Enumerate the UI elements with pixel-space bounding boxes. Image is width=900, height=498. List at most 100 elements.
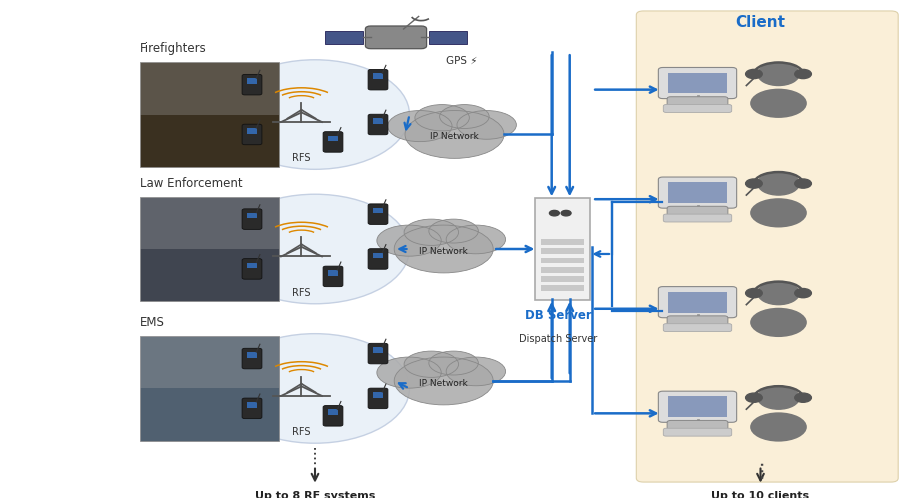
Ellipse shape	[388, 111, 452, 141]
FancyBboxPatch shape	[373, 252, 383, 258]
Circle shape	[795, 288, 812, 298]
FancyBboxPatch shape	[373, 118, 383, 124]
Text: RFS: RFS	[292, 288, 310, 298]
FancyBboxPatch shape	[247, 78, 257, 84]
Ellipse shape	[220, 60, 410, 169]
Ellipse shape	[751, 198, 807, 228]
Ellipse shape	[446, 357, 506, 386]
FancyBboxPatch shape	[368, 204, 388, 225]
Circle shape	[745, 69, 762, 79]
FancyBboxPatch shape	[140, 197, 279, 249]
FancyBboxPatch shape	[247, 402, 257, 407]
Text: Dispatch Server: Dispatch Server	[519, 334, 597, 344]
FancyBboxPatch shape	[373, 208, 383, 213]
FancyBboxPatch shape	[668, 396, 727, 417]
FancyBboxPatch shape	[667, 420, 728, 430]
FancyBboxPatch shape	[663, 324, 732, 332]
FancyBboxPatch shape	[663, 214, 732, 222]
Ellipse shape	[751, 308, 807, 337]
FancyBboxPatch shape	[368, 114, 388, 135]
FancyBboxPatch shape	[140, 336, 279, 388]
FancyBboxPatch shape	[659, 391, 736, 422]
FancyBboxPatch shape	[668, 292, 727, 313]
FancyBboxPatch shape	[328, 270, 338, 275]
Circle shape	[758, 172, 799, 195]
Text: Firefighters: Firefighters	[140, 42, 206, 55]
FancyBboxPatch shape	[247, 213, 257, 218]
FancyBboxPatch shape	[663, 428, 732, 436]
FancyBboxPatch shape	[247, 262, 257, 268]
Ellipse shape	[429, 351, 479, 375]
FancyBboxPatch shape	[667, 206, 728, 216]
FancyBboxPatch shape	[542, 257, 584, 263]
Circle shape	[795, 393, 812, 402]
Text: IP Network: IP Network	[419, 379, 468, 388]
FancyBboxPatch shape	[328, 409, 338, 415]
FancyBboxPatch shape	[667, 97, 728, 107]
Ellipse shape	[220, 194, 410, 304]
FancyBboxPatch shape	[542, 266, 584, 272]
Text: ⋯: ⋯	[751, 458, 770, 478]
FancyBboxPatch shape	[328, 135, 338, 141]
Ellipse shape	[404, 219, 459, 246]
FancyBboxPatch shape	[326, 31, 364, 44]
FancyBboxPatch shape	[323, 131, 343, 152]
Circle shape	[549, 211, 560, 216]
FancyBboxPatch shape	[542, 276, 584, 282]
FancyBboxPatch shape	[368, 343, 388, 364]
FancyBboxPatch shape	[242, 209, 262, 230]
Circle shape	[758, 62, 799, 86]
Text: IP Network: IP Network	[430, 132, 479, 141]
Ellipse shape	[405, 111, 504, 158]
FancyBboxPatch shape	[365, 26, 427, 49]
Ellipse shape	[394, 225, 493, 273]
Ellipse shape	[751, 412, 807, 442]
FancyBboxPatch shape	[242, 348, 262, 369]
Ellipse shape	[429, 219, 479, 243]
FancyBboxPatch shape	[667, 316, 728, 326]
FancyBboxPatch shape	[368, 69, 388, 90]
Ellipse shape	[446, 225, 506, 254]
Ellipse shape	[394, 357, 493, 405]
Circle shape	[795, 179, 812, 188]
FancyBboxPatch shape	[636, 11, 898, 482]
FancyBboxPatch shape	[323, 266, 343, 287]
Ellipse shape	[415, 105, 470, 131]
Circle shape	[758, 386, 799, 409]
FancyBboxPatch shape	[663, 105, 732, 113]
Circle shape	[562, 211, 572, 216]
FancyBboxPatch shape	[242, 124, 262, 145]
FancyBboxPatch shape	[242, 398, 262, 419]
Circle shape	[745, 393, 762, 402]
FancyBboxPatch shape	[668, 182, 727, 203]
Ellipse shape	[377, 225, 441, 256]
Text: EMS: EMS	[140, 316, 165, 329]
FancyBboxPatch shape	[242, 258, 262, 279]
Ellipse shape	[220, 334, 410, 443]
Ellipse shape	[751, 89, 807, 118]
Ellipse shape	[404, 351, 459, 377]
Circle shape	[758, 281, 799, 305]
FancyBboxPatch shape	[368, 388, 388, 409]
FancyBboxPatch shape	[373, 73, 383, 79]
FancyBboxPatch shape	[140, 62, 279, 115]
Ellipse shape	[377, 357, 441, 388]
Ellipse shape	[440, 105, 490, 128]
Text: GPS ⚡: GPS ⚡	[446, 56, 477, 66]
FancyBboxPatch shape	[428, 31, 466, 44]
Text: RFS: RFS	[292, 153, 310, 163]
Text: RFS: RFS	[292, 427, 310, 437]
FancyBboxPatch shape	[659, 177, 736, 208]
FancyBboxPatch shape	[368, 249, 388, 269]
FancyBboxPatch shape	[323, 405, 343, 426]
FancyBboxPatch shape	[542, 249, 584, 254]
FancyBboxPatch shape	[373, 392, 383, 397]
FancyBboxPatch shape	[542, 239, 584, 245]
FancyBboxPatch shape	[247, 128, 257, 133]
Ellipse shape	[457, 111, 517, 139]
FancyBboxPatch shape	[140, 197, 279, 301]
FancyBboxPatch shape	[373, 347, 383, 353]
Circle shape	[745, 179, 762, 188]
Text: IP Network: IP Network	[419, 247, 468, 256]
FancyBboxPatch shape	[668, 73, 727, 94]
